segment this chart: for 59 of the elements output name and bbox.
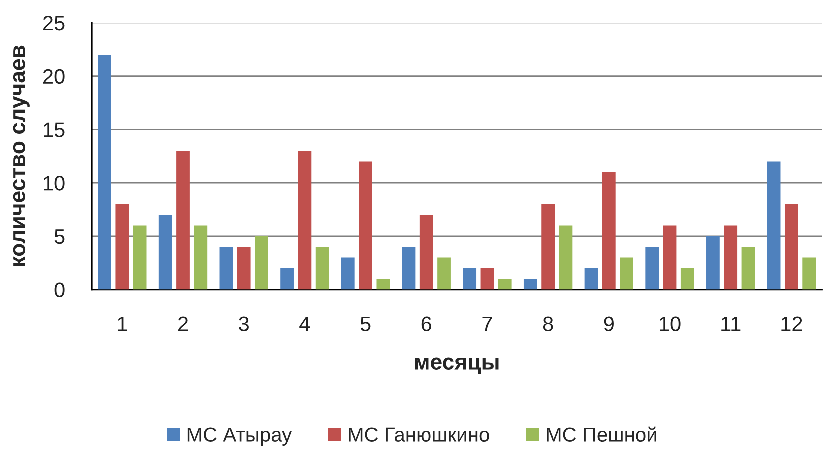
bar bbox=[194, 226, 208, 290]
x-tick-label: 4 bbox=[300, 316, 310, 332]
bar bbox=[802, 258, 816, 290]
bar bbox=[742, 247, 756, 290]
x-tick-label: 3 bbox=[239, 316, 249, 332]
x-tick-label: 11 bbox=[722, 316, 741, 332]
x-tick-label: 10 bbox=[660, 316, 681, 332]
bar bbox=[463, 268, 477, 290]
x-tick-label: 1 bbox=[118, 316, 128, 332]
bar bbox=[663, 226, 677, 290]
bar bbox=[420, 215, 434, 290]
legend-label: МС Атырау bbox=[188, 428, 292, 446]
y-axis-title: количество случаев bbox=[13, 46, 30, 266]
y-tick-label: 10 bbox=[44, 176, 65, 191]
x-tick-label: 8 bbox=[543, 316, 554, 332]
bar bbox=[498, 279, 512, 290]
bar bbox=[280, 268, 294, 290]
bar bbox=[602, 172, 616, 290]
bar bbox=[706, 236, 720, 290]
bar bbox=[298, 151, 312, 290]
bar bbox=[133, 226, 147, 290]
x-tick-label: 7 bbox=[482, 316, 492, 332]
bar bbox=[724, 226, 738, 290]
y-tick-label: 15 bbox=[44, 122, 65, 138]
bar bbox=[376, 279, 390, 290]
bar bbox=[158, 215, 172, 290]
bar bbox=[359, 162, 372, 290]
x-tick-label: 6 bbox=[422, 316, 432, 332]
legend-label: МС Ганюшкино bbox=[349, 428, 490, 442]
bar bbox=[341, 258, 355, 290]
bar bbox=[680, 268, 694, 290]
y-tick-label: 20 bbox=[43, 69, 65, 84]
bar bbox=[559, 226, 573, 290]
bar bbox=[255, 236, 268, 290]
bar bbox=[480, 268, 494, 290]
bar bbox=[646, 247, 660, 290]
bar bbox=[98, 54, 112, 290]
bar bbox=[524, 279, 538, 290]
x-tick-label: 12 bbox=[782, 316, 802, 332]
bar bbox=[767, 162, 781, 290]
bar bbox=[116, 204, 130, 290]
bar bbox=[220, 247, 234, 290]
bar bbox=[785, 204, 798, 290]
bar bbox=[402, 247, 416, 290]
x-tick-label: 9 bbox=[604, 316, 614, 332]
x-axis-title: месяцы bbox=[415, 358, 499, 374]
bar bbox=[237, 247, 251, 290]
bar bbox=[584, 268, 598, 290]
y-tick-label: 0 bbox=[54, 282, 65, 298]
y-tick-label: 25 bbox=[43, 16, 65, 31]
bar bbox=[316, 247, 330, 290]
y-tick-label: 5 bbox=[54, 230, 65, 244]
bar bbox=[438, 258, 451, 290]
bar bbox=[542, 204, 556, 290]
x-tick-label: 5 bbox=[360, 316, 371, 332]
bar bbox=[620, 258, 634, 290]
legend-label: МС Пешной bbox=[547, 426, 656, 442]
bar bbox=[176, 151, 190, 290]
x-tick-label: 2 bbox=[178, 316, 188, 332]
